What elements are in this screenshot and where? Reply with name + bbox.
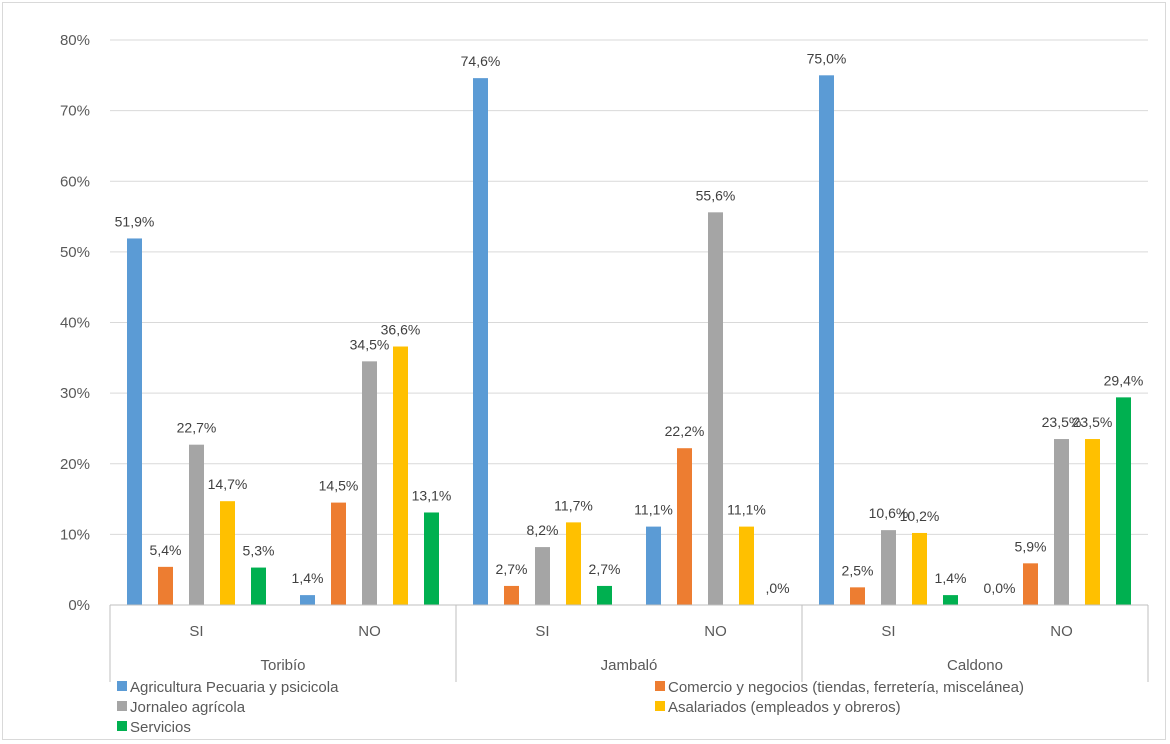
bar [881, 530, 896, 605]
legend-swatch [117, 681, 127, 691]
data-label: 29,4% [1104, 372, 1144, 388]
bar [708, 212, 723, 605]
data-label: 1,4% [935, 570, 967, 586]
bar [300, 595, 315, 605]
legend-swatch [117, 721, 127, 731]
data-label: 14,7% [208, 476, 248, 492]
data-label: 36,6% [381, 322, 421, 338]
x-category-label: NO [358, 623, 381, 640]
data-label: 34,5% [350, 336, 390, 352]
bar [424, 512, 439, 605]
bar [127, 238, 142, 606]
x-group-label: Jambaló [601, 657, 658, 674]
data-label: 51,9% [115, 213, 155, 229]
bar [597, 585, 612, 605]
y-tick-label: 10% [60, 526, 90, 543]
data-label: 74,6% [461, 53, 501, 69]
bar [473, 78, 488, 605]
data-label: 5,3% [243, 543, 275, 559]
data-label: 22,7% [177, 420, 217, 436]
data-label: 10,2% [900, 508, 940, 524]
legend-swatch [655, 701, 665, 711]
x-category-label: NO [1050, 623, 1073, 640]
data-label: 11,1% [634, 502, 673, 518]
y-tick-label: 20% [60, 456, 90, 473]
bar [943, 595, 958, 605]
data-label: 1,4% [292, 570, 324, 586]
legend-swatch [655, 681, 665, 691]
bar [362, 361, 377, 605]
bar [189, 444, 204, 605]
y-tick-label: 70% [60, 103, 90, 120]
data-label: 11,1% [727, 502, 766, 518]
x-category-label: NO [704, 623, 727, 640]
data-label: 75,0% [807, 50, 847, 66]
legend-label: Comercio y negocios (tiendas, ferretería… [668, 679, 1024, 696]
y-tick-label: 50% [60, 244, 90, 261]
data-label: 8,2% [527, 522, 559, 538]
data-label: 10,6% [869, 505, 909, 521]
y-tick-label: 40% [60, 315, 90, 332]
data-label: 2,5% [842, 562, 874, 578]
data-label: 5,9% [1015, 538, 1047, 554]
bar [504, 585, 519, 605]
bar [566, 522, 581, 605]
data-label: 5,4% [150, 542, 182, 558]
legend-label: Agricultura Pecuaria y psicicola [130, 679, 339, 696]
data-label: 23,5% [1042, 414, 1082, 430]
x-group-label: Toribío [260, 657, 305, 674]
bar [646, 526, 661, 605]
x-category-label: SI [881, 623, 895, 640]
data-label: 22,2% [665, 423, 705, 439]
bar [1023, 563, 1038, 605]
y-tick-label: 30% [60, 385, 90, 402]
bar [1116, 397, 1131, 605]
legend-label: Asalariados (empleados y obreros) [668, 699, 901, 716]
data-label: 11,7% [554, 497, 593, 513]
legend-label: Servicios [130, 719, 191, 736]
data-label: 55,6% [696, 187, 736, 203]
bar [677, 448, 692, 605]
data-label: 2,7% [496, 561, 528, 577]
y-tick-label: 60% [60, 173, 90, 190]
data-label: 14,5% [319, 478, 359, 494]
legend-label: Jornaleo agrícola [130, 699, 246, 716]
bar [819, 75, 834, 605]
bar [912, 532, 927, 605]
data-label: ,0% [765, 580, 789, 596]
data-label: 23,5% [1073, 414, 1113, 430]
bar [220, 501, 235, 605]
y-tick-label: 0% [68, 597, 90, 614]
bar [251, 567, 266, 605]
data-label: 0,0% [984, 580, 1016, 596]
y-tick-label: 80% [60, 32, 90, 49]
bar [331, 502, 346, 605]
bar [393, 346, 408, 605]
bar [158, 566, 173, 605]
x-category-label: SI [535, 623, 549, 640]
x-category-label: SI [189, 623, 203, 640]
x-group-label: Caldono [947, 657, 1003, 674]
data-label: 2,7% [589, 561, 621, 577]
bar [739, 526, 754, 605]
bar [850, 587, 865, 605]
legend-swatch [117, 701, 127, 711]
data-label: 13,1% [412, 487, 452, 503]
bar [1085, 439, 1100, 605]
bar [535, 547, 550, 605]
bar [1054, 439, 1069, 605]
